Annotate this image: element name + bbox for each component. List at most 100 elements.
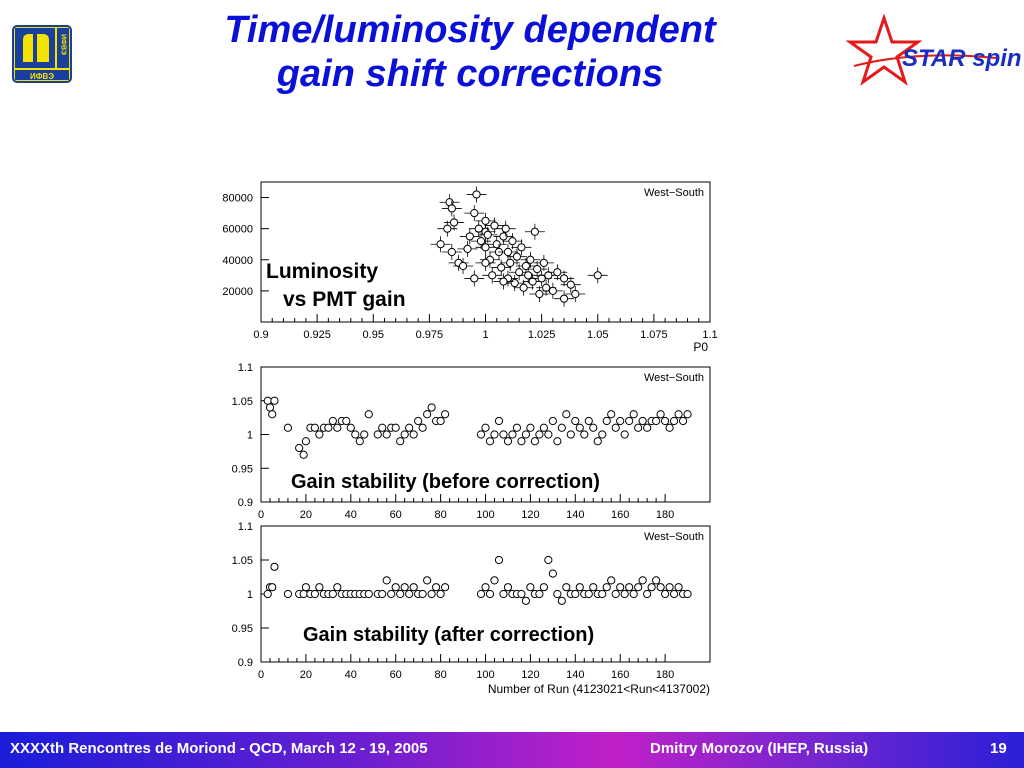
data-point — [490, 430, 499, 439]
data-point — [310, 423, 319, 432]
chart-title: West−South — [644, 531, 704, 543]
data-point — [333, 583, 342, 592]
data-point — [517, 589, 526, 599]
chart-luminosity-vs-gain-svg: 0.9 0.925 0.95 0.975 1 1.025 1.05 1.075 1.1 20000… — [222, 181, 718, 354]
data-point — [571, 589, 580, 599]
data-point — [557, 423, 566, 432]
data-point — [593, 437, 602, 446]
slide-title-line1: Time/luminosity dependent — [224, 9, 716, 51]
data-point — [476, 237, 486, 246]
data-point — [409, 583, 418, 592]
data-point — [643, 589, 652, 599]
data-point — [499, 430, 508, 439]
data-point — [620, 589, 629, 599]
data-point — [674, 410, 683, 419]
data-point — [310, 589, 319, 599]
data-point — [268, 410, 277, 419]
data-point — [382, 576, 391, 585]
data-point — [328, 589, 337, 599]
data-point — [539, 423, 548, 432]
data-point — [499, 232, 508, 241]
data-point — [364, 410, 373, 419]
data-point — [634, 423, 643, 432]
data-point — [432, 583, 441, 592]
data-point — [542, 283, 551, 292]
slide-title: Time/luminosity dependent gain shift cor… — [140, 8, 800, 96]
star-spin-text: STAR spin — [902, 45, 1022, 72]
chart-gain-after: 0 20 40 60 80 100 120 140 160 180 0.9 0.95 1 1.05 1.1 W… — [200, 520, 730, 700]
data-point — [661, 589, 670, 599]
x-tick-label: 180 — [656, 669, 674, 681]
x-tick-label: 80 — [434, 669, 446, 681]
chart-luminosity-annotation: Luminosity vs PMT gain — [266, 258, 406, 314]
data-point — [405, 423, 414, 432]
data-point — [483, 230, 492, 239]
x-tick-label: 0 — [258, 669, 264, 681]
data-point — [683, 410, 692, 419]
footer-conference: XXXXth Rencontres de Moriond - QCD, Marc… — [10, 740, 428, 757]
data-point — [488, 271, 497, 280]
data-point — [629, 589, 638, 599]
x-axis-label: P0 — [693, 340, 708, 354]
data-point — [328, 416, 337, 426]
x-tick-label: 1.025 — [528, 329, 556, 341]
x-tick-label: 140 — [566, 509, 584, 518]
data-point — [539, 583, 548, 592]
data-point — [400, 583, 409, 592]
data-point — [524, 271, 533, 280]
x-tick-label: 20 — [300, 669, 312, 681]
data-point — [562, 583, 571, 592]
data-point — [492, 240, 501, 249]
data-point — [283, 423, 293, 432]
data-point — [364, 589, 373, 599]
chart-gain-before-annotation: Gain stability (before correction) — [291, 471, 600, 493]
data-point — [481, 243, 490, 252]
chart-gain-before-svg: 0 20 40 60 80 100 120 140 160 180 0.9 0.95 1 1.05 1.1 W… — [232, 362, 711, 518]
data-point — [400, 430, 409, 439]
data-point — [427, 589, 436, 599]
data-point — [683, 589, 692, 599]
chart-gain-after-svg: 0 20 40 60 80 100 120 140 160 180 0.9 0.95 1 1.05 1.1 W… — [232, 521, 711, 696]
data-point — [535, 589, 544, 599]
data-point — [515, 268, 524, 277]
data-point — [494, 416, 504, 426]
data-point — [669, 416, 679, 426]
data-point — [665, 423, 674, 432]
data-point — [387, 589, 396, 599]
data-point — [665, 583, 674, 592]
data-point — [629, 410, 638, 419]
data-point — [355, 437, 364, 446]
data-point — [499, 277, 508, 286]
data-point — [643, 423, 652, 432]
data-point — [647, 583, 656, 592]
data-point — [476, 589, 486, 599]
data-point — [427, 403, 436, 412]
x-tick-label: 100 — [476, 669, 494, 681]
data-point — [463, 244, 472, 253]
x-tick-label: 0.9 — [253, 329, 268, 341]
data-point — [301, 437, 311, 446]
data-point — [602, 416, 611, 426]
data-point — [530, 227, 539, 236]
data-point — [607, 576, 616, 585]
data-point — [566, 430, 575, 439]
data-point — [506, 258, 515, 267]
data-point — [378, 589, 387, 599]
x-tick-label: 0.925 — [303, 329, 331, 341]
data-point — [517, 243, 526, 252]
data-point — [465, 232, 474, 241]
data-point — [474, 224, 483, 233]
data-point — [607, 410, 616, 419]
data-point — [440, 410, 450, 419]
data-point — [494, 555, 504, 565]
data-point — [535, 289, 544, 299]
data-point — [440, 583, 450, 592]
data-point — [598, 430, 607, 439]
data-point — [382, 430, 391, 439]
data-point — [557, 596, 566, 605]
data-point — [295, 443, 304, 453]
data-point — [589, 583, 598, 592]
data-point — [526, 423, 535, 432]
x-tick-label: 60 — [390, 509, 402, 518]
data-point — [625, 416, 634, 426]
